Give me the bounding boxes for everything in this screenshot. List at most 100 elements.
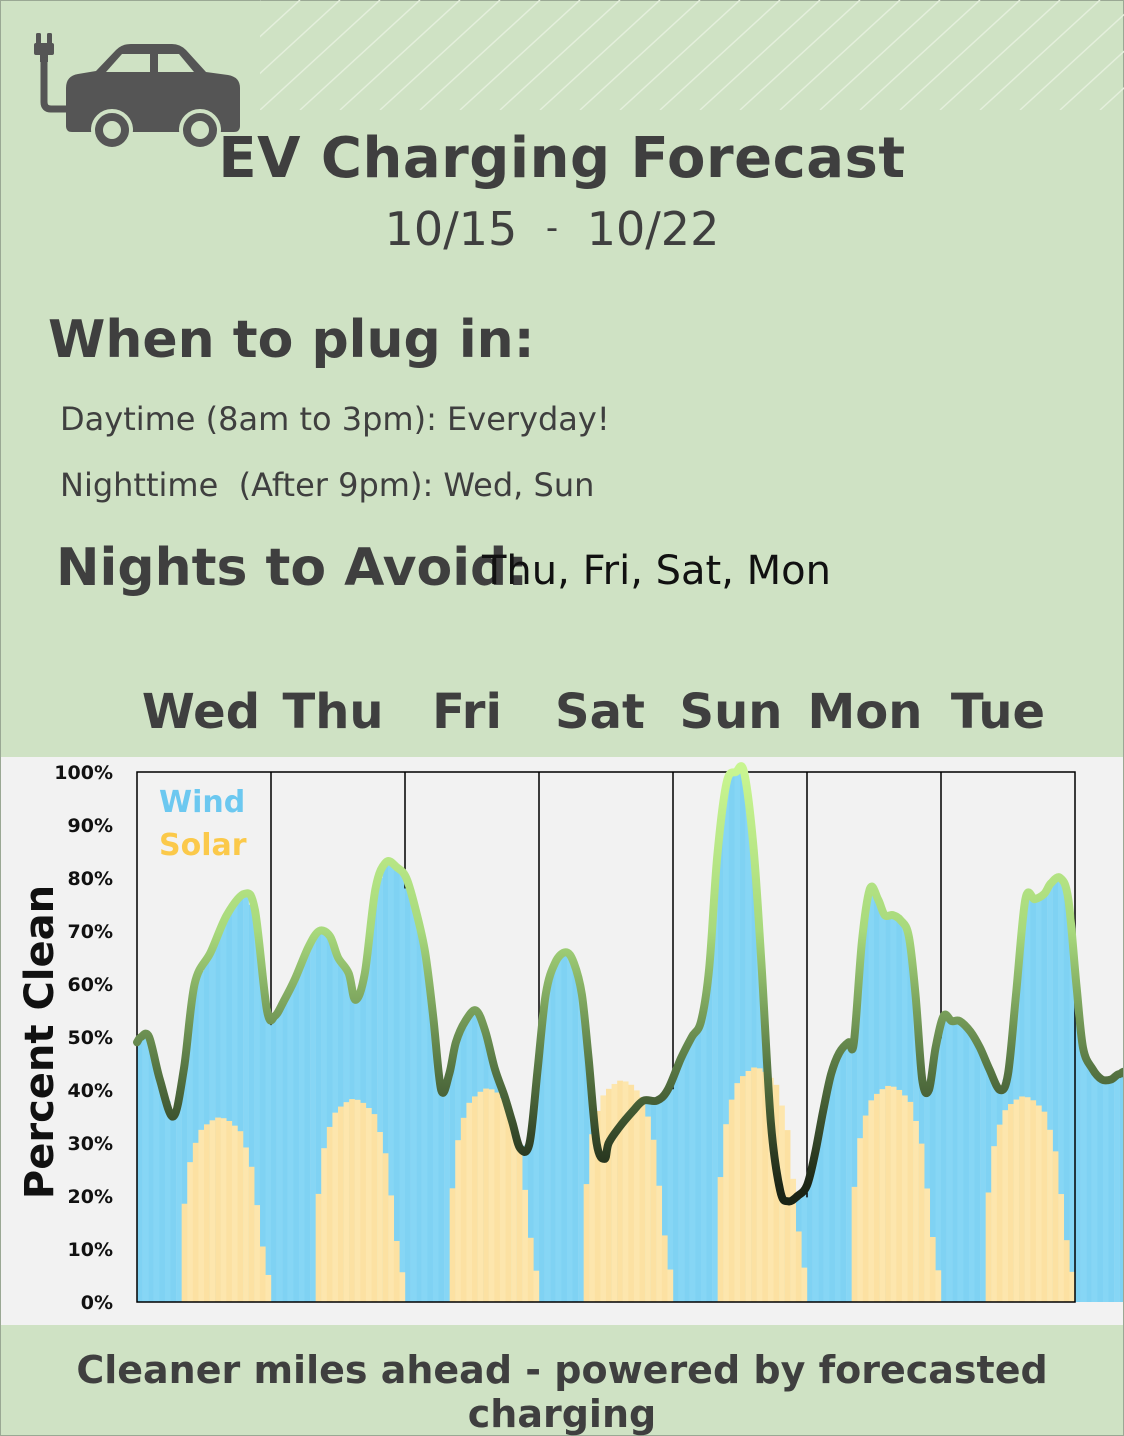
wind-bar [298,963,305,1302]
solar-bar [756,1068,763,1302]
wind-bar [1091,1071,1098,1302]
wind-bar [1080,1048,1087,1302]
solar-bar [901,1095,908,1302]
wind-bar [539,1030,545,1302]
wind-bar [740,772,746,1302]
wind-bar [533,1082,540,1302]
stripe-line [499,0,621,110]
solar-bar [728,1099,735,1302]
solar-bar [734,1083,741,1302]
y-tick-label: 50% [68,1027,113,1049]
wind-bar [840,1048,847,1302]
solar-bar [215,1117,221,1302]
solar-bar [801,1267,808,1302]
wind-bar [689,1035,696,1302]
wind-bar [823,1095,830,1302]
solar-bar [488,1089,495,1302]
plug-in-heading: When to plug in: [48,310,535,370]
stripe-line [1059,50,1124,110]
wind-bar [700,1004,707,1302]
day-label-mon: Mon [807,684,923,740]
solar-bar [315,1193,322,1302]
solar-bar [661,1235,668,1302]
solar-bar [237,1131,244,1302]
daytime-recommendation: Daytime (8am to 3pm): Everyday! [60,400,610,438]
solar-bar [1002,1110,1009,1302]
solar-bar [991,1146,998,1302]
solar-bar [226,1120,233,1302]
solar-bar [365,1108,372,1302]
wind-bar [259,974,266,1302]
solar-bar [622,1081,629,1302]
wind-bar [432,1039,439,1302]
solar-bar [751,1067,757,1302]
wind-bar [717,831,724,1302]
solar-bar [1063,1240,1070,1302]
y-tick-label: 40% [68,1080,113,1102]
wind-bar [416,924,422,1302]
wind-bar [142,1037,149,1302]
solar-bar [795,1231,802,1302]
wind-bar [243,896,249,1302]
day-label-wed: Wed [141,684,261,740]
wind-bar [957,1021,964,1302]
solar-bar [382,1153,389,1302]
wind-bar [728,772,735,1302]
stripe-line [899,0,1021,110]
solar-bar [332,1112,339,1302]
wind-bar [410,901,417,1302]
y-axis-label: Percent Clean [17,885,63,1199]
solar-bar [1052,1151,1059,1302]
y-tick-label: 30% [68,1133,113,1155]
solar-bar [181,1203,188,1302]
wind-bar [271,1014,277,1302]
wind-bar [226,912,233,1302]
wind-bar [371,898,378,1302]
solar-bar [248,1166,255,1302]
solar-bar [511,1123,517,1302]
solar-bar [762,1071,769,1302]
wind-bar [1075,997,1081,1302]
solar-bar [533,1270,540,1302]
wind-bar [834,1056,841,1302]
solar-bar [617,1080,623,1302]
solar-bar [343,1102,350,1302]
solar-bar [522,1189,529,1302]
wind-bar [734,772,741,1302]
stripe-line [699,0,821,110]
stripe-line [419,0,541,110]
wind-bar [1058,880,1065,1302]
wind-bar [857,965,864,1302]
solar-bar [1041,1111,1048,1302]
wind-bar [304,949,311,1302]
day-label-thu: Thu [282,684,384,740]
solar-bar [377,1132,383,1302]
wind-bar [1063,894,1070,1302]
solar-bar [633,1090,640,1302]
wind-bar [438,1089,445,1302]
wind-bar [282,998,288,1302]
stripe-line [260,0,381,110]
wind-bar [929,1066,936,1302]
wind-bar [192,982,199,1302]
solar-bar [494,1092,501,1302]
decorative-stripes [260,0,1124,110]
solar-bar [723,1124,730,1302]
date-start: 10/15 [384,202,518,256]
solar-bar [606,1088,612,1302]
solar-bar [1047,1129,1053,1302]
avoid-days: Thu, Fri, Sat, Mon [482,548,832,594]
chart-panel: 0% 10% 20% 30% 40% 50% 60% 70% 80% 90% 100% Percen… [1,757,1123,1325]
legend-wind: Wind [159,785,245,820]
solar-bar [455,1140,462,1302]
wind-bar [399,873,406,1302]
stripe-line [659,0,781,110]
wind-bar [1108,1079,1115,1302]
wind-bar [176,1091,182,1302]
date-end: 10/22 [586,202,720,256]
legend-solar: Solar [159,828,247,863]
y-axis-ticks: 0% 10% 20% 30% 40% 50% 60% 70% 80% 90% 100% [54,762,113,1314]
page-title: EV Charging Forecast [218,126,906,191]
solar-bar [885,1085,891,1302]
solar-bar [209,1120,216,1302]
